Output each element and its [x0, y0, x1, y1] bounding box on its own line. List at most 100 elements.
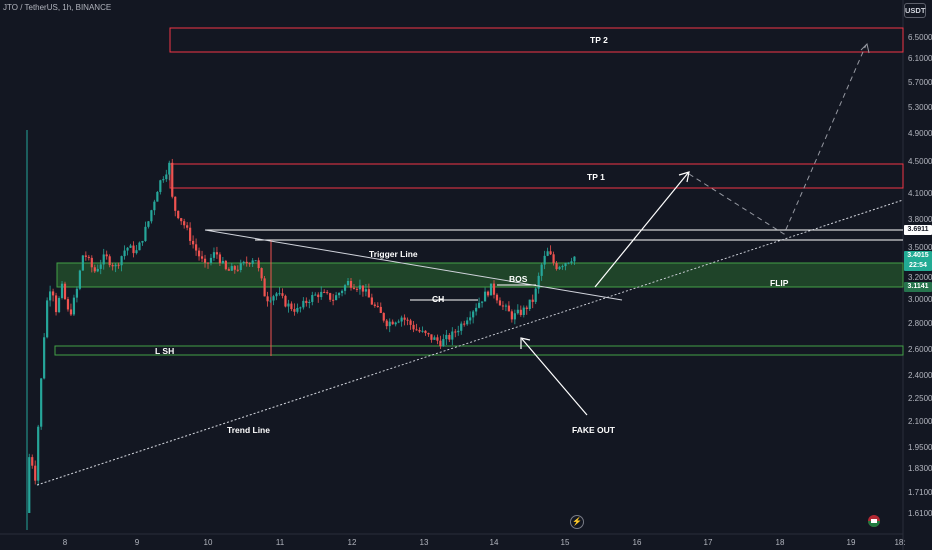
candle-body — [174, 196, 177, 211]
time-tick-label: 17 — [704, 538, 713, 547]
candle-body — [311, 295, 314, 302]
candle-body — [248, 263, 251, 265]
candle-body — [242, 261, 245, 264]
lightning-icon[interactable]: ⚡ — [570, 515, 584, 529]
flag-icon[interactable] — [868, 515, 880, 527]
symbol-title[interactable]: JTO / TetherUS, 1h, BINANCE — [3, 3, 112, 12]
candle-body — [326, 292, 329, 294]
candle-body — [558, 266, 561, 270]
candle-body — [445, 334, 448, 340]
candle-body — [391, 321, 394, 325]
candle-body — [93, 267, 96, 272]
candle-body — [293, 309, 296, 312]
candle-body — [355, 288, 359, 290]
candle-body — [358, 285, 362, 290]
candle-body — [275, 293, 278, 297]
candle-body — [108, 256, 111, 266]
candle-body — [57, 298, 61, 313]
candle-body — [197, 250, 201, 257]
price-tick-label: 1.7100 — [908, 488, 932, 497]
candle-body — [192, 240, 195, 245]
candle-body — [171, 162, 174, 197]
candle-body — [147, 221, 150, 227]
price-tick-label: 2.2500 — [908, 394, 932, 403]
candle-body — [361, 285, 365, 292]
price-tick-label: 3.2000 — [908, 273, 932, 282]
candle-body — [352, 287, 356, 289]
candle-body — [63, 283, 67, 300]
price-tick-label: 3.5000 — [908, 243, 932, 252]
candle-body — [209, 257, 213, 263]
time-tick-label: 12 — [348, 538, 357, 547]
candle-body — [546, 251, 549, 256]
candle-body — [364, 289, 367, 292]
candle-body — [189, 227, 192, 241]
candle-body — [40, 378, 43, 427]
candle-body — [409, 320, 412, 325]
candle-body — [236, 269, 239, 271]
candle-body — [203, 258, 207, 263]
candle-body — [469, 317, 472, 321]
candle-body — [415, 329, 418, 331]
candle-body — [114, 264, 117, 267]
candle-body — [349, 280, 353, 288]
candle-body — [376, 305, 379, 307]
candle-body — [466, 320, 469, 325]
time-tick-label: 11 — [276, 538, 285, 547]
candle-body — [329, 293, 332, 300]
flip-label: FLIP — [770, 278, 789, 288]
price-tick-label: 5.7000 — [908, 78, 932, 87]
candle-body — [332, 299, 335, 301]
candle-body — [69, 309, 73, 315]
candle-body — [227, 269, 230, 271]
candle-body — [424, 330, 427, 334]
candle-body — [168, 162, 171, 175]
currency-button[interactable]: USDT — [904, 3, 926, 18]
candle-body — [49, 291, 52, 301]
candle-body — [495, 294, 499, 301]
candle-body — [260, 268, 263, 279]
candle-body — [573, 256, 576, 262]
candle-body — [501, 305, 505, 307]
candle-body — [492, 283, 496, 295]
candles-group — [28, 158, 576, 513]
candle-body — [212, 252, 216, 258]
flip-zone — [56, 262, 904, 288]
candle-body — [543, 255, 546, 265]
candle-body — [400, 317, 403, 322]
candle-body — [111, 265, 114, 267]
projection-dashed-path — [688, 44, 867, 235]
candle-body — [90, 257, 93, 268]
candle-body — [87, 256, 90, 258]
candle-body — [370, 297, 373, 305]
candle-body — [117, 264, 120, 266]
candle-body — [433, 337, 436, 340]
candle-body — [269, 300, 272, 302]
candle-body — [263, 278, 266, 297]
time-tick-label: 10 — [204, 538, 213, 547]
time-axis[interactable]: 8 9 10 11 12 13 14 15 16 17 18 19 18: — [63, 538, 906, 547]
price-tick-label: 1.8300 — [908, 464, 932, 473]
candle-body — [522, 307, 525, 315]
candle-body — [102, 254, 105, 265]
trend-line-label: Trend Line — [227, 425, 270, 435]
price-tick-label: 1.9500 — [908, 443, 932, 452]
candle-body — [302, 300, 305, 308]
candle-body — [323, 291, 326, 293]
candle-body — [555, 263, 558, 270]
candle-body — [290, 303, 293, 310]
tp1-label: TP 1 — [587, 172, 605, 182]
candle-body — [194, 244, 198, 251]
candle-body — [233, 266, 236, 270]
candle-body — [436, 337, 439, 341]
candle-body — [346, 280, 350, 286]
candle-body — [412, 324, 415, 330]
candle-body — [239, 263, 242, 271]
candle-body — [46, 300, 49, 338]
candle-body — [120, 256, 123, 266]
candle-body — [159, 180, 162, 192]
candle-body — [528, 299, 531, 310]
fake-out-label: FAKE OUT — [572, 425, 616, 435]
price-axis[interactable]: 6.5000 6.1000 5.7000 5.3000 4.9000 4.5000 4.10… — [908, 33, 932, 518]
